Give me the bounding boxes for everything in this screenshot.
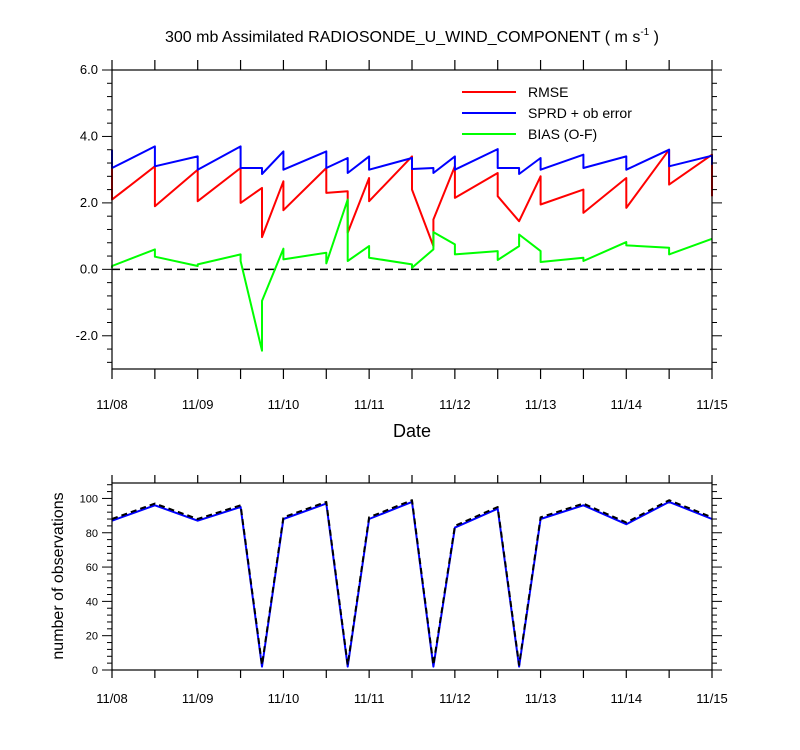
rmse-bias-chart: 11/08 11/09 11/10 11/11 11/12 11/13 11/14 11/15…: [76, 60, 728, 412]
legend-entry: BIAS (O-F): [528, 126, 597, 142]
series-line-bias-o-f-: [111, 198, 713, 352]
y-tick-label: 4.0: [80, 128, 98, 143]
x-tick-label: 11/08: [96, 691, 128, 706]
y-tick-label: 20: [86, 631, 98, 643]
x-axis-label: Date: [393, 421, 431, 441]
observations-chart: 11/08 11/09 11/10 11/11 11/12 11/13 11/14 11/15…: [80, 475, 728, 706]
chart-title: 300 mb Assimilated RADIOSONDE_U_WIND_COM…: [165, 27, 659, 46]
y-axis-label-observations: number of observations: [50, 492, 67, 659]
x-tick-label: 11/15: [696, 691, 728, 706]
chart-title-text: 300 mb Assimilated RADIOSONDE_U_WIND_COM…: [165, 29, 640, 46]
y-tick-label: 0.0: [80, 261, 98, 276]
y-tick-label: 2.0: [80, 195, 98, 210]
series-line-observations-dashed-: [111, 499, 713, 666]
series-line-sprd-ob-error: [111, 145, 713, 175]
x-tick-label: 11/13: [525, 691, 557, 706]
x-tick-label: 11/10: [268, 691, 300, 706]
x-tick-label: 11/08: [96, 397, 128, 412]
series-line-observations-solid-: [111, 500, 713, 668]
plot-frame: [111, 482, 713, 671]
x-tick-label: 11/12: [439, 397, 471, 412]
x-tick-label: 11/15: [696, 397, 728, 412]
x-tick-label: 11/12: [439, 691, 471, 706]
y-tick-label: 80: [86, 528, 98, 540]
y-tick-label: -2.0: [76, 328, 98, 343]
x-tick-label: 11/09: [182, 397, 214, 412]
x-tick-label: 11/10: [268, 397, 300, 412]
x-tick-label: 11/11: [354, 691, 385, 706]
x-tick-label: 11/09: [182, 691, 214, 706]
legend-entry: SPRD + ob error: [528, 105, 632, 121]
y-tick-label: 100: [80, 493, 98, 505]
x-tick-label: 11/11: [354, 397, 385, 412]
chart-title-suffix: ): [649, 29, 659, 46]
x-tick-label: 11/14: [610, 397, 642, 412]
legend-entry: RMSE: [528, 84, 568, 100]
x-tick-label: 11/14: [610, 691, 642, 706]
chart-title-unit-exp: -1: [640, 27, 649, 38]
y-tick-label: 0: [92, 665, 98, 677]
y-tick-label: 6.0: [80, 62, 98, 77]
y-tick-label: 40: [86, 596, 98, 608]
x-tick-label: 11/13: [525, 397, 557, 412]
y-tick-label: 60: [86, 562, 98, 574]
